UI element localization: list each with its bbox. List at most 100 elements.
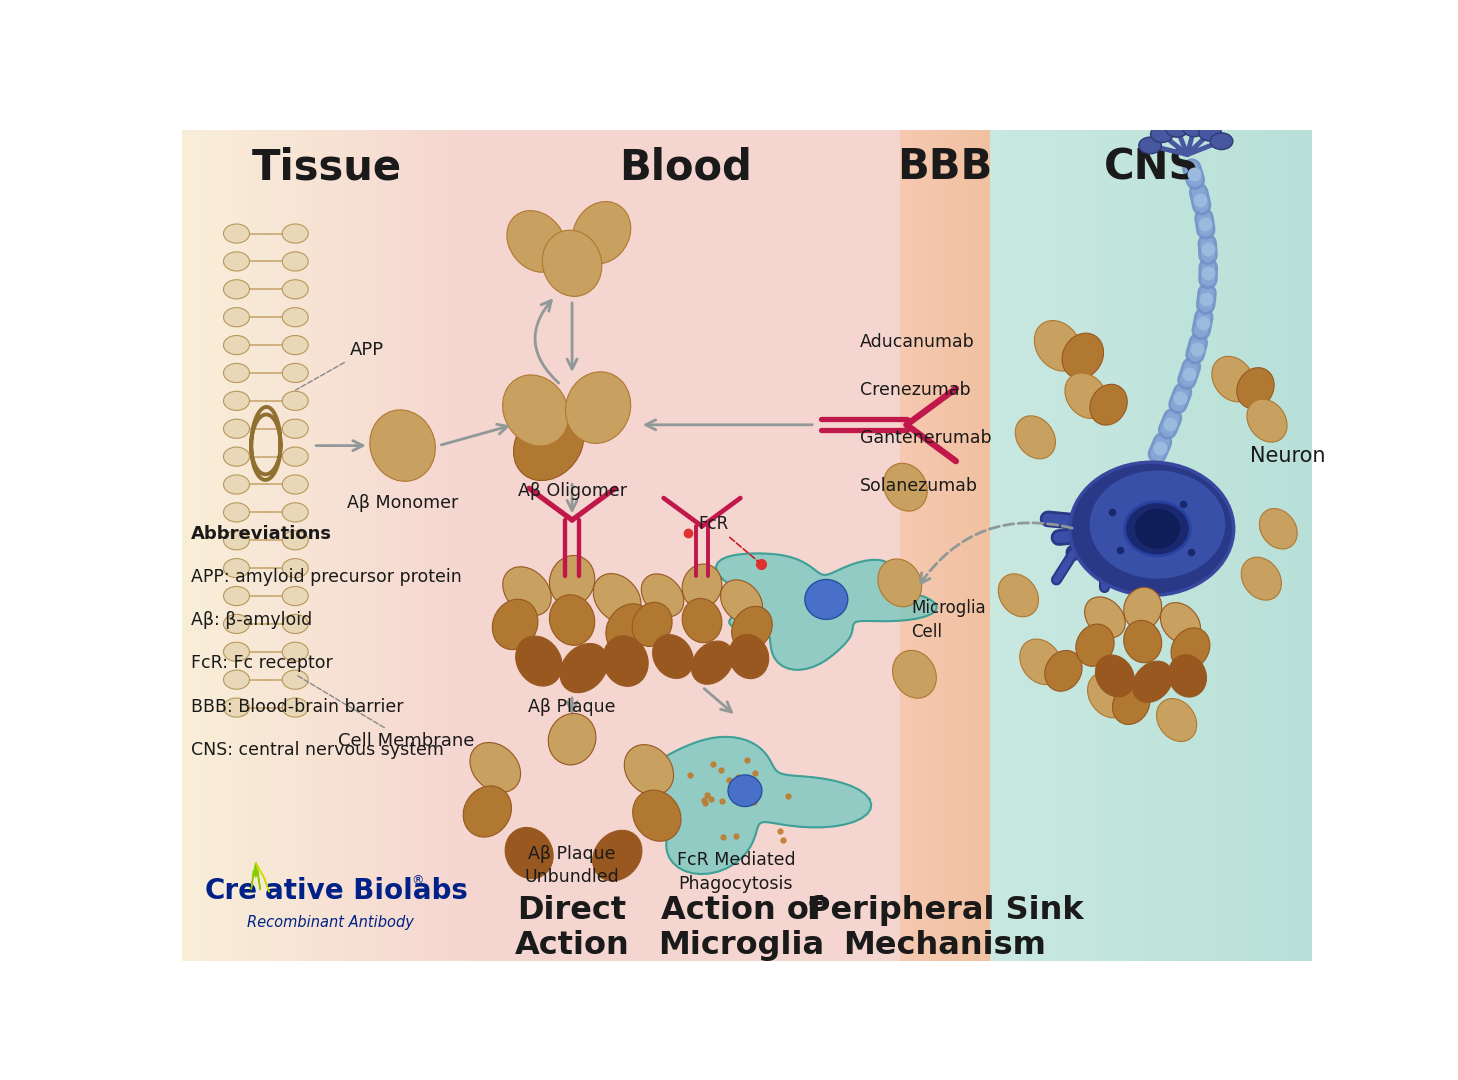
Bar <box>557 130 566 961</box>
Bar <box>1086 130 1095 961</box>
Ellipse shape <box>1019 639 1063 685</box>
Ellipse shape <box>1015 416 1056 459</box>
Text: CNS: CNS <box>1104 146 1200 188</box>
Bar <box>1054 130 1061 961</box>
Bar <box>436 130 443 961</box>
Bar <box>1267 130 1274 961</box>
Circle shape <box>283 363 308 382</box>
Circle shape <box>223 558 249 578</box>
Ellipse shape <box>1168 654 1206 697</box>
Ellipse shape <box>503 567 551 616</box>
Bar <box>977 130 980 961</box>
Bar <box>920 130 923 961</box>
Bar <box>990 130 997 961</box>
Ellipse shape <box>1260 509 1298 549</box>
Circle shape <box>283 252 308 271</box>
Bar <box>418 130 426 961</box>
Text: Aβ Plaque: Aβ Plaque <box>528 698 615 716</box>
Bar <box>1016 130 1024 961</box>
Ellipse shape <box>633 603 672 647</box>
Text: ®: ® <box>411 874 424 887</box>
Text: Cre: Cre <box>204 877 258 905</box>
Circle shape <box>283 643 308 661</box>
Ellipse shape <box>892 650 936 698</box>
Ellipse shape <box>370 410 436 482</box>
Bar <box>763 130 773 961</box>
Ellipse shape <box>1085 597 1126 638</box>
Circle shape <box>223 252 249 271</box>
Circle shape <box>283 280 308 299</box>
Text: ative Biolabs: ative Biolabs <box>265 877 468 905</box>
Bar <box>1048 130 1056 961</box>
Text: Crenezumab: Crenezumab <box>860 381 971 399</box>
Bar <box>930 130 933 961</box>
Circle shape <box>223 615 249 634</box>
Ellipse shape <box>1212 356 1254 402</box>
Bar <box>531 130 541 961</box>
Text: CNS: central nervous system: CNS: central nervous system <box>191 741 445 759</box>
Bar <box>873 130 884 961</box>
Bar <box>1229 130 1236 961</box>
Bar <box>513 130 523 961</box>
Circle shape <box>283 224 308 243</box>
Circle shape <box>1210 133 1233 149</box>
Circle shape <box>223 308 249 327</box>
Text: Solanezumab: Solanezumab <box>860 477 978 496</box>
Bar <box>913 130 916 961</box>
Ellipse shape <box>1133 661 1172 702</box>
Ellipse shape <box>1156 699 1197 742</box>
Circle shape <box>1166 121 1188 137</box>
Circle shape <box>223 391 249 410</box>
Bar <box>967 130 970 961</box>
Ellipse shape <box>573 202 631 264</box>
Bar <box>668 130 678 961</box>
Bar <box>1196 130 1204 961</box>
Bar <box>964 130 967 961</box>
Bar <box>582 130 592 961</box>
Circle shape <box>223 698 249 717</box>
Bar <box>659 130 669 961</box>
Bar <box>961 130 964 961</box>
Ellipse shape <box>999 573 1038 617</box>
Bar <box>900 130 903 961</box>
Ellipse shape <box>1112 684 1150 725</box>
Bar <box>965 130 968 961</box>
Bar <box>703 130 712 961</box>
Circle shape <box>223 643 249 661</box>
Ellipse shape <box>633 791 681 841</box>
Bar <box>303 130 311 961</box>
Bar <box>590 130 601 961</box>
Bar <box>211 130 217 961</box>
Bar <box>1035 130 1042 961</box>
Ellipse shape <box>548 714 596 765</box>
Bar <box>332 130 338 961</box>
Ellipse shape <box>493 599 538 649</box>
Bar <box>939 130 942 961</box>
Text: Aβ Oligomer: Aβ Oligomer <box>518 482 627 500</box>
Bar <box>206 130 213 961</box>
Bar <box>407 130 414 961</box>
Text: APP: amyloid precursor protein: APP: amyloid precursor protein <box>191 568 462 585</box>
Circle shape <box>223 670 249 689</box>
Bar <box>442 130 449 961</box>
Bar <box>413 130 420 961</box>
Bar <box>465 130 471 961</box>
Circle shape <box>283 475 308 494</box>
Text: Direct
Action: Direct Action <box>515 894 630 961</box>
Bar <box>235 130 241 961</box>
Bar <box>448 130 455 961</box>
Bar <box>280 130 287 961</box>
Bar <box>539 130 548 961</box>
Circle shape <box>283 670 308 689</box>
Bar <box>634 130 643 961</box>
Bar <box>327 130 334 961</box>
Bar <box>866 130 875 961</box>
Bar <box>366 130 373 961</box>
Text: Aβ Monomer: Aβ Monomer <box>347 494 458 512</box>
Text: Gantenerumab: Gantenerumab <box>860 429 991 447</box>
Bar <box>997 130 1005 961</box>
Bar <box>949 130 952 961</box>
Circle shape <box>223 503 249 522</box>
Bar <box>728 130 738 961</box>
Ellipse shape <box>1236 367 1274 408</box>
